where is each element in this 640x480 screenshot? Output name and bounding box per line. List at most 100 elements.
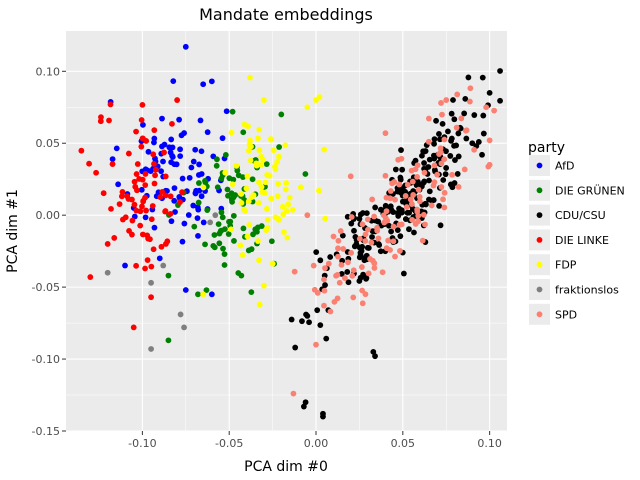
- data-point: [419, 237, 426, 244]
- data-point: [447, 153, 454, 159]
- data-point: [276, 216, 282, 223]
- data-point: [87, 274, 94, 280]
- data-point: [283, 180, 290, 186]
- data-point: [414, 173, 420, 180]
- data-point: [208, 291, 215, 298]
- data-point: [454, 91, 461, 98]
- data-point: [397, 233, 404, 240]
- data-point: [219, 135, 226, 142]
- data-point: [437, 136, 443, 143]
- data-point: [188, 164, 195, 171]
- data-point: [448, 110, 455, 117]
- data-point: [431, 136, 438, 143]
- data-point: [441, 189, 448, 196]
- data-point: [458, 115, 465, 122]
- data-point: [200, 219, 207, 226]
- data-point: [421, 160, 427, 166]
- data-point: [230, 212, 237, 219]
- data-point: [247, 157, 254, 164]
- data-point: [431, 140, 437, 147]
- data-point: [97, 118, 104, 125]
- data-point: [438, 160, 445, 167]
- data-point: [371, 213, 378, 220]
- data-point: [406, 226, 412, 233]
- data-point: [207, 219, 214, 226]
- data-point: [387, 188, 394, 194]
- data-point: [339, 232, 346, 239]
- data-point: [323, 335, 330, 342]
- data-point: [210, 242, 217, 249]
- data-point: [276, 144, 283, 150]
- data-point: [402, 193, 409, 199]
- data-point: [256, 179, 262, 186]
- data-point: [139, 176, 146, 183]
- data-point: [151, 224, 158, 231]
- data-point: [322, 265, 328, 272]
- data-point: [356, 254, 363, 261]
- data-point: [397, 248, 403, 254]
- data-point: [399, 209, 405, 216]
- data-point: [340, 246, 347, 252]
- data-point: [131, 178, 138, 185]
- data-point: [195, 172, 202, 178]
- data-point: [169, 120, 175, 127]
- x-tick-label: 0.05: [391, 437, 416, 450]
- data-point: [198, 148, 205, 155]
- data-point: [453, 124, 460, 131]
- legend-label: fraktionslos: [555, 284, 619, 297]
- data-point: [256, 147, 263, 153]
- data-point: [384, 217, 391, 224]
- data-point: [282, 186, 289, 193]
- data-point: [225, 231, 232, 237]
- data-point: [441, 136, 448, 143]
- data-point: [400, 270, 407, 277]
- data-point: [268, 136, 274, 143]
- data-point: [177, 199, 183, 206]
- data-point: [122, 262, 128, 269]
- data-point: [266, 172, 273, 179]
- data-point: [129, 217, 136, 224]
- data-point: [106, 117, 112, 124]
- data-point: [334, 271, 341, 278]
- data-point: [454, 171, 461, 177]
- x-tick-label: 0.10: [477, 437, 502, 450]
- data-point: [433, 117, 439, 124]
- data-point: [223, 108, 230, 115]
- data-point: [226, 175, 233, 182]
- data-point: [461, 166, 468, 173]
- data-point: [437, 222, 444, 229]
- data-point: [313, 97, 319, 103]
- data-point: [149, 203, 156, 209]
- data-point: [140, 135, 146, 142]
- data-point: [165, 272, 172, 279]
- data-point: [115, 181, 122, 188]
- data-point: [211, 232, 218, 238]
- data-point: [167, 193, 174, 200]
- data-point: [282, 142, 289, 149]
- data-point: [231, 238, 237, 244]
- data-point: [321, 276, 327, 283]
- data-point: [396, 221, 403, 228]
- data-point: [302, 171, 309, 177]
- data-point: [256, 301, 263, 308]
- data-point: [113, 145, 120, 152]
- legend-label: DIE LINKE: [555, 234, 609, 247]
- data-point: [451, 116, 458, 123]
- legend-label: SPD: [555, 308, 577, 321]
- data-point: [237, 242, 244, 249]
- data-point: [147, 236, 153, 243]
- data-point: [240, 225, 247, 232]
- data-point: [181, 324, 187, 331]
- legend-marker: [536, 237, 543, 243]
- data-point: [380, 212, 387, 219]
- y-tick-label: 0.05: [36, 137, 61, 150]
- data-point: [443, 97, 450, 103]
- data-point: [109, 161, 116, 168]
- data-point: [179, 189, 185, 196]
- data-point: [428, 202, 435, 209]
- data-point: [485, 163, 492, 170]
- data-point: [399, 198, 406, 205]
- data-point: [142, 166, 149, 173]
- data-point: [202, 241, 208, 248]
- data-point: [471, 146, 478, 153]
